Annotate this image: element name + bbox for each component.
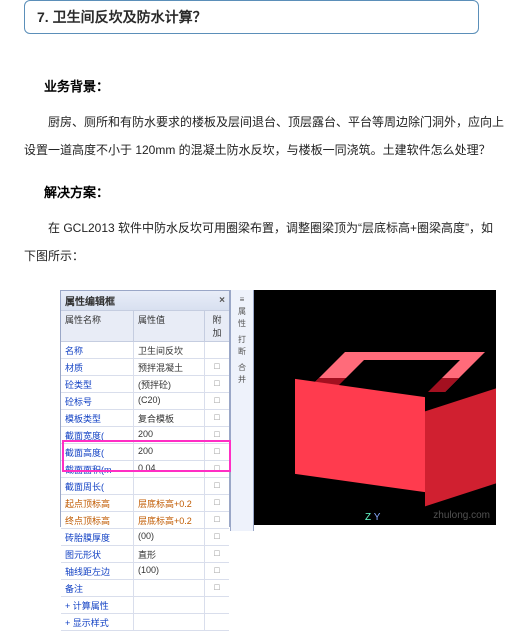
prop-check[interactable] bbox=[205, 614, 229, 630]
prop-val[interactable]: (00) bbox=[134, 529, 205, 545]
prop-val[interactable]: 200 bbox=[134, 427, 205, 443]
property-row[interactable]: 模板类型复合模板□ bbox=[61, 410, 229, 427]
property-row[interactable]: 截面高度(200□ bbox=[61, 444, 229, 461]
axis-indicator: Z Y bbox=[365, 512, 380, 523]
strip-item[interactable]: 属 bbox=[238, 308, 246, 316]
property-row[interactable]: 截面宽度(200□ bbox=[61, 427, 229, 444]
prop-key: 备注 bbox=[61, 580, 134, 596]
property-panel: 属性编辑框 × 属性名称 属性值 附加 名称卫生间反坎材质预拌混凝土□砼类型(预… bbox=[60, 290, 230, 527]
3d-viewport[interactable]: Z Y zhulong.com bbox=[254, 290, 496, 525]
prop-key: 砼标号 bbox=[61, 393, 134, 409]
software-screenshot: 属性编辑框 × 属性名称 属性值 附加 名称卫生间反坎材质预拌混凝土□砼类型(预… bbox=[60, 290, 496, 525]
panel-title: 属性编辑框 bbox=[65, 293, 115, 308]
title-box: 7. 卫生间反坎及防水计算？ bbox=[24, 0, 479, 34]
prop-val[interactable] bbox=[134, 580, 205, 596]
prop-val[interactable]: 预拌混凝土 bbox=[134, 359, 205, 375]
prop-val[interactable]: 卫生间反坎 bbox=[134, 342, 205, 358]
col-header-chk: 附加 bbox=[205, 311, 229, 341]
col-header-val: 属性值 bbox=[134, 311, 205, 341]
col-header-key: 属性名称 bbox=[61, 311, 134, 341]
strip-item[interactable]: 合 bbox=[238, 364, 246, 372]
prop-val[interactable] bbox=[134, 478, 205, 494]
prop-key: 截面周长( bbox=[61, 478, 134, 494]
prop-check[interactable]: □ bbox=[205, 495, 229, 511]
property-row[interactable]: 砼类型(预拌砼)□ bbox=[61, 376, 229, 393]
property-row[interactable]: 起点顶标高层底标高+0.2□ bbox=[61, 495, 229, 512]
property-row[interactable]: 截面面积(m0.04□ bbox=[61, 461, 229, 478]
property-row[interactable]: 终点顶标高层底标高+0.2□ bbox=[61, 512, 229, 529]
property-row[interactable]: + 显示样式 bbox=[61, 614, 229, 631]
section-label-background: 业务背景： bbox=[44, 76, 504, 95]
prop-check[interactable]: □ bbox=[205, 410, 229, 426]
strip-item[interactable]: 性 bbox=[238, 320, 246, 328]
property-row[interactable]: 图元形状直形□ bbox=[61, 546, 229, 563]
prop-key: 截面高度( bbox=[61, 444, 134, 460]
axis-y: Y bbox=[374, 512, 381, 523]
prop-check[interactable]: □ bbox=[205, 359, 229, 375]
close-icon[interactable]: × bbox=[219, 295, 225, 306]
prop-val[interactable] bbox=[134, 614, 205, 630]
prop-key: + 计算属性 bbox=[61, 597, 134, 613]
prop-key: 轴线距左边 bbox=[61, 563, 134, 579]
prop-check[interactable] bbox=[205, 342, 229, 358]
prop-key: 砖胎膜厚度 bbox=[61, 529, 134, 545]
prop-check[interactable]: □ bbox=[205, 461, 229, 477]
prop-key: 材质 bbox=[61, 359, 134, 375]
prop-key: 终点顶标高 bbox=[61, 512, 134, 528]
prop-check[interactable]: □ bbox=[205, 376, 229, 392]
prop-key: + 显示样式 bbox=[61, 614, 134, 630]
prop-key: 图元形状 bbox=[61, 546, 134, 562]
property-row[interactable]: + 计算属性 bbox=[61, 597, 229, 614]
prop-key: 截面宽度( bbox=[61, 427, 134, 443]
property-row[interactable]: 材质预拌混凝土□ bbox=[61, 359, 229, 376]
prop-key: 截面面积(m bbox=[61, 461, 134, 477]
paragraph-solution: 在 GCL2013 软件中防水反坎可用圈梁布置，调整圈梁顶为“层底标高+圈梁高度… bbox=[24, 215, 504, 270]
panel-header-row: 属性名称 属性值 附加 bbox=[61, 310, 229, 342]
prop-val[interactable]: 0.04 bbox=[134, 461, 205, 477]
property-row[interactable]: 轴线距左边(100)□ bbox=[61, 563, 229, 580]
prop-val[interactable]: 直形 bbox=[134, 546, 205, 562]
prop-check[interactable]: □ bbox=[205, 529, 229, 545]
watermark: zhulong.com bbox=[433, 510, 490, 521]
prop-val[interactable]: (100) bbox=[134, 563, 205, 579]
property-row[interactable]: 砖胎膜厚度(00)□ bbox=[61, 529, 229, 546]
property-row[interactable]: 备注 □ bbox=[61, 580, 229, 597]
prop-key: 起点顶标高 bbox=[61, 495, 134, 511]
prop-val[interactable]: (预拌砼) bbox=[134, 376, 205, 392]
section-label-solution: 解决方案： bbox=[44, 182, 504, 201]
prop-val[interactable]: 复合模板 bbox=[134, 410, 205, 426]
prop-check[interactable]: □ bbox=[205, 563, 229, 579]
property-row[interactable]: 截面周长( □ bbox=[61, 478, 229, 495]
prop-check[interactable]: □ bbox=[205, 546, 229, 562]
page-title: 7. 卫生间反坎及防水计算？ bbox=[37, 9, 207, 25]
property-row[interactable]: 名称卫生间反坎 bbox=[61, 342, 229, 359]
panel-title-bar: 属性编辑框 × bbox=[61, 291, 229, 310]
prop-val[interactable]: (C20) bbox=[134, 393, 205, 409]
prop-check[interactable]: □ bbox=[205, 580, 229, 596]
prop-check[interactable]: □ bbox=[205, 393, 229, 409]
tool-strip: ≡ 属性打断合并 bbox=[230, 290, 254, 531]
strip-item[interactable]: 并 bbox=[238, 376, 246, 384]
strip-item[interactable]: 打 bbox=[238, 336, 246, 344]
axis-z: Z bbox=[365, 512, 371, 523]
prop-key: 名称 bbox=[61, 342, 134, 358]
prop-key: 模板类型 bbox=[61, 410, 134, 426]
prop-val[interactable]: 层底标高+0.2 bbox=[134, 495, 205, 511]
prop-val[interactable]: 200 bbox=[134, 444, 205, 460]
prop-check[interactable]: □ bbox=[205, 444, 229, 460]
paragraph-background: 厨房、厕所和有防水要求的楼板及层间退台、顶层露台、平台等周边除门洞外，应向上设置… bbox=[24, 109, 504, 164]
prop-val[interactable] bbox=[134, 597, 205, 613]
strip-item[interactable]: ≡ bbox=[240, 296, 245, 304]
property-row[interactable]: 砼标号(C20)□ bbox=[61, 393, 229, 410]
prop-check[interactable]: □ bbox=[205, 427, 229, 443]
prop-check[interactable]: □ bbox=[205, 512, 229, 528]
prop-check[interactable]: □ bbox=[205, 478, 229, 494]
prop-val[interactable]: 层底标高+0.2 bbox=[134, 512, 205, 528]
prop-key: 砼类型 bbox=[61, 376, 134, 392]
strip-item[interactable]: 断 bbox=[238, 348, 246, 356]
prop-check[interactable] bbox=[205, 597, 229, 613]
